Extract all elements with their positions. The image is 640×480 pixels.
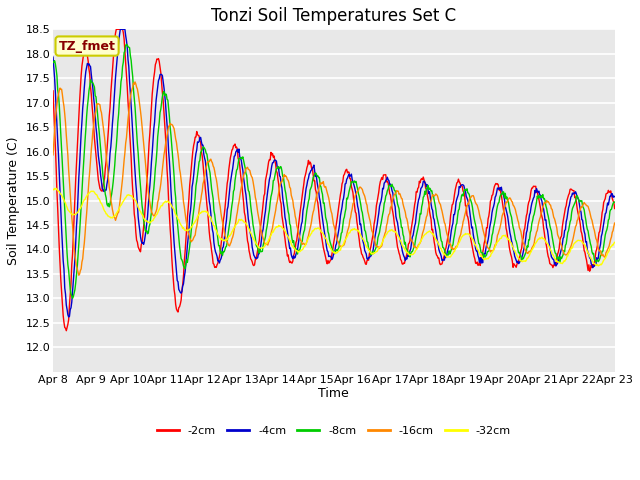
X-axis label: Time: Time xyxy=(319,387,349,400)
Title: Tonzi Soil Temperatures Set C: Tonzi Soil Temperatures Set C xyxy=(211,7,456,25)
Text: TZ_fmet: TZ_fmet xyxy=(59,39,115,52)
Y-axis label: Soil Temperature (C): Soil Temperature (C) xyxy=(7,136,20,265)
Legend: -2cm, -4cm, -8cm, -16cm, -32cm: -2cm, -4cm, -8cm, -16cm, -32cm xyxy=(152,422,515,441)
